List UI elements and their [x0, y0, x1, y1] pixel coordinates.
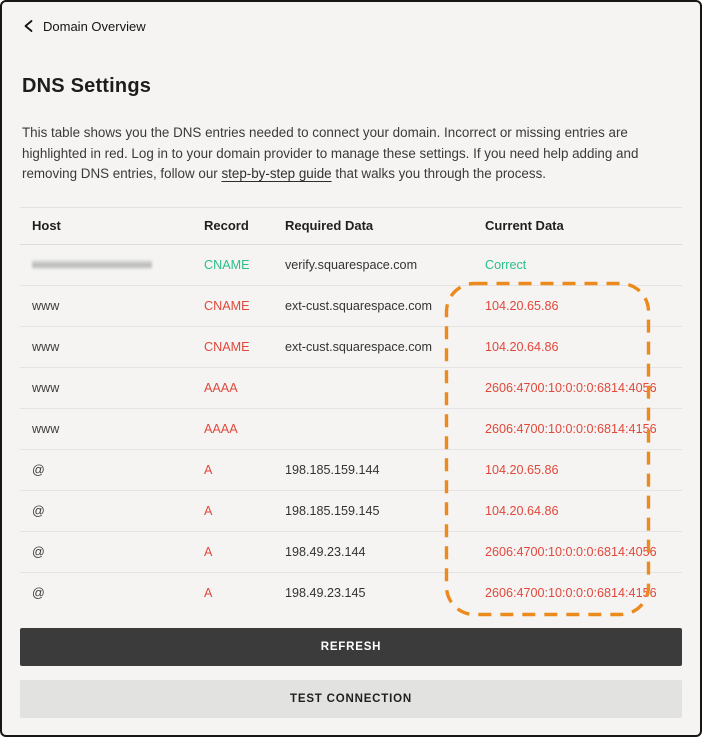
record-cell: A — [204, 462, 213, 477]
record-cell: AAAA — [204, 380, 238, 395]
dns-records-table: Host Record Required Data Current Data C… — [20, 206, 682, 616]
step-by-step-guide-link[interactable]: step-by-step guide — [221, 166, 332, 181]
table-row: @ A 198.185.159.144 104.20.65.86 — [20, 450, 682, 491]
host-cell: www — [32, 421, 60, 436]
current-data-cell: 2606:4700:10:0:0:0:6814:4156 — [485, 586, 657, 600]
required-data-cell: verify.squarespace.com — [285, 257, 418, 272]
table-row: www AAAA 2606:4700:10:0:0:0:6814:4056 — [20, 368, 682, 409]
required-data-cell: ext-cust.squarespace.com — [285, 339, 432, 354]
host-cell: www — [32, 298, 60, 313]
record-cell: CNAME — [204, 257, 250, 272]
back-link-label: Domain Overview — [43, 18, 146, 34]
required-data-cell: ext-cust.squarespace.com — [285, 298, 432, 313]
table-row: www CNAME ext-cust.squarespace.com 104.20.6… — [20, 286, 682, 327]
record-cell: A — [204, 503, 213, 518]
test-connection-button[interactable]: TEST CONNECTION — [20, 679, 682, 718]
host-cell: @ — [32, 544, 45, 559]
chevron-left-icon — [22, 19, 35, 33]
current-data-cell: 104.20.64.86 — [485, 503, 559, 518]
column-header-host: Host — [32, 218, 61, 233]
redacted-host — [32, 259, 152, 269]
record-cell: A — [204, 586, 213, 600]
table-header-row: Host Record Required Data Current Data — [20, 206, 682, 245]
refresh-button[interactable]: REFRESH — [20, 627, 682, 666]
current-data-cell: Correct — [485, 257, 527, 272]
table-row: @ A 198.49.23.145 2606:4700:10:0:0:0:6814:4… — [20, 573, 682, 614]
required-data-cell: 198.49.23.144 — [285, 544, 366, 559]
page-title: DNS Settings — [22, 75, 152, 97]
required-data-cell: 198.185.159.144 — [285, 462, 380, 477]
table-row: @ A 198.185.159.145 104.20.64.86 — [20, 491, 682, 532]
host-cell — [20, 258, 204, 272]
record-cell: A — [204, 544, 213, 559]
column-header-required-data: Required Data — [285, 218, 374, 233]
description-text: This table shows you the DNS entries nee… — [22, 123, 678, 185]
column-header-current-data: Current Data — [485, 218, 564, 233]
current-data-cell: 104.20.64.86 — [485, 339, 559, 354]
host-cell: @ — [32, 462, 45, 477]
current-data-cell: 104.20.65.86 — [485, 462, 559, 477]
table-row: www CNAME ext-cust.squarespace.com 104.20.6… — [20, 327, 682, 368]
current-data-cell: 2606:4700:10:0:0:0:6814:4156 — [485, 421, 657, 436]
record-cell: CNAME — [204, 298, 250, 313]
table-row: @ A 198.49.23.144 2606:4700:10:0:0:0:6814:4… — [20, 532, 682, 573]
top-bar: Domain Overview — [2, 2, 700, 35]
host-cell: www — [32, 339, 60, 354]
table-row: www AAAA 2606:4700:10:0:0:0:6814:4156 — [20, 409, 682, 450]
dns-table-rows: CNAME verify.squarespace.com Correct www CNA… — [20, 245, 682, 614]
description-part1: This table shows you the DNS entries nee… — [22, 125, 639, 181]
current-data-cell: 2606:4700:10:0:0:0:6814:4056 — [485, 544, 657, 559]
required-data-cell: 198.49.23.145 — [285, 586, 366, 600]
column-header-record: Record — [204, 218, 249, 233]
current-data-cell: 104.20.65.86 — [485, 298, 559, 313]
description-part2: that walks you through the process. — [331, 166, 546, 181]
current-data-cell: 2606:4700:10:0:0:0:6814:4056 — [485, 380, 657, 395]
host-cell: @ — [32, 586, 45, 600]
record-cell: AAAA — [204, 421, 238, 436]
host-cell: @ — [32, 503, 45, 518]
table-row: CNAME verify.squarespace.com Correct — [20, 245, 682, 286]
back-to-domain-overview-link[interactable]: Domain Overview — [22, 19, 146, 34]
record-cell: CNAME — [204, 339, 250, 354]
host-cell: www — [32, 380, 60, 395]
required-data-cell: 198.185.159.145 — [285, 503, 380, 518]
